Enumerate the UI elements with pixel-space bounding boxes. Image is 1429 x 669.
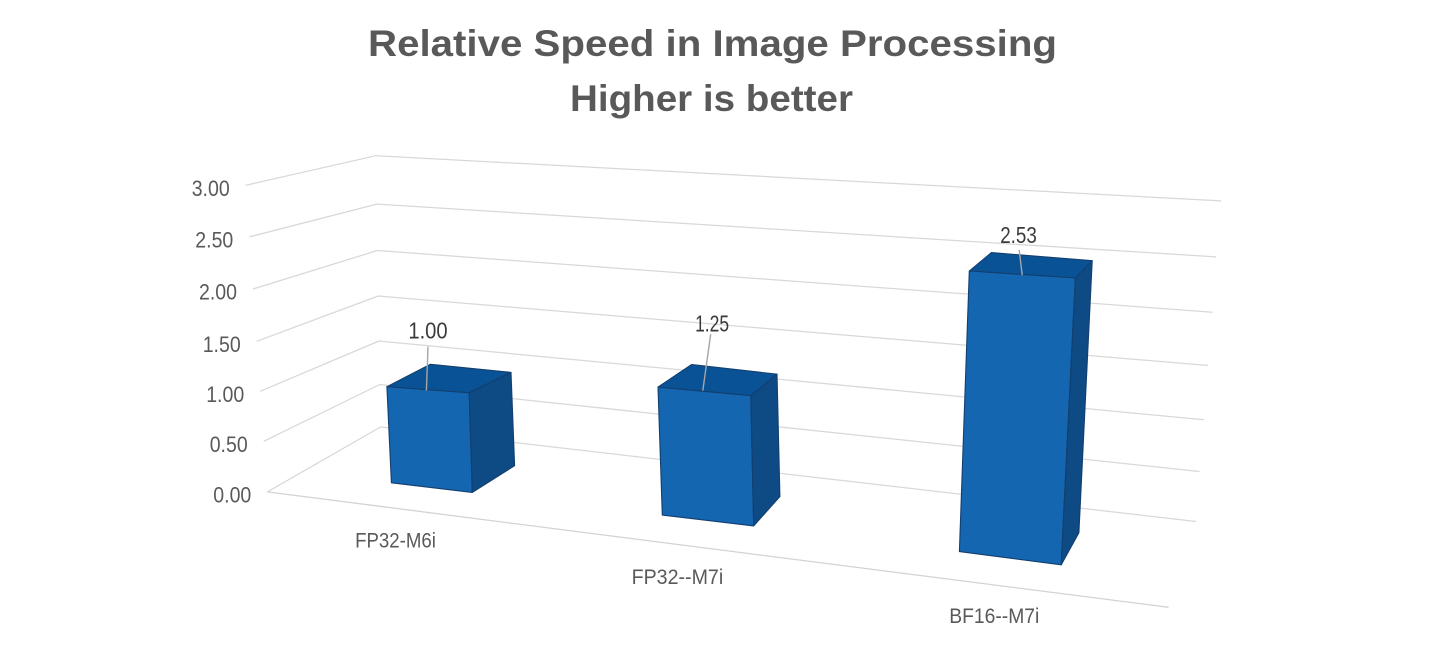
svg-text:2.53: 2.53 bbox=[1000, 222, 1037, 248]
svg-text:1.00: 1.00 bbox=[408, 317, 447, 343]
svg-text:Relative Speed in Image Proces: Relative Speed in Image Processing bbox=[368, 23, 1057, 64]
svg-text:BF16--M7i: BF16--M7i bbox=[949, 605, 1039, 628]
svg-text:FP32-M6i: FP32-M6i bbox=[355, 530, 436, 553]
svg-text:0.00: 0.00 bbox=[213, 482, 251, 507]
svg-text:2.00: 2.00 bbox=[199, 280, 237, 305]
svg-text:0.50: 0.50 bbox=[210, 432, 248, 457]
svg-text:1.00: 1.00 bbox=[206, 382, 244, 407]
svg-text:1.25: 1.25 bbox=[695, 311, 729, 337]
svg-text:Higher is better: Higher is better bbox=[570, 78, 853, 119]
svg-text:1.50: 1.50 bbox=[203, 332, 241, 357]
svg-text:FP32--M7i: FP32--M7i bbox=[632, 566, 724, 589]
svg-text:2.50: 2.50 bbox=[195, 227, 233, 252]
svg-text:3.00: 3.00 bbox=[192, 176, 230, 201]
